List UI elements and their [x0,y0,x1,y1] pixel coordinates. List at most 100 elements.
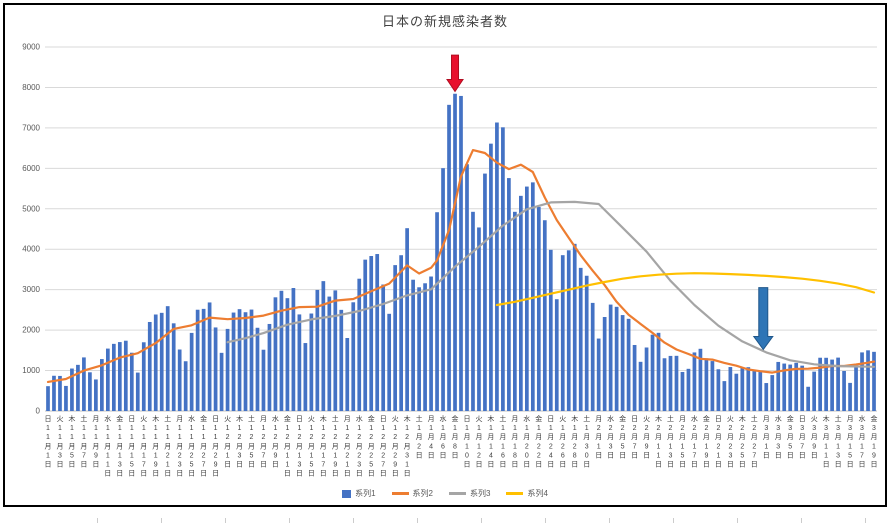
bar [399,255,403,411]
line-series2 [46,149,876,383]
legend-label: 系列4 [527,489,548,498]
bar [626,318,631,411]
bar [632,344,637,411]
legend-item-series4[interactable]: 系列4 [506,488,548,499]
bar [273,297,278,411]
bar [195,309,200,411]
bar [417,287,421,411]
bar [351,302,356,411]
bar [734,373,739,411]
legend-item-series1[interactable]: 系列1 [342,488,376,499]
bar [159,312,164,411]
y-axis-label: 9000 [22,43,40,52]
bar [105,348,110,411]
bar [255,327,260,411]
red-down-arrow[interactable] [446,54,464,93]
bar [249,309,254,411]
bar [303,343,308,411]
legend-item-series2[interactable]: 系列2 [391,488,433,499]
bar [435,212,439,411]
bar [429,276,433,411]
legend-item-series3[interactable]: 系列3 [449,488,490,499]
bar [680,371,685,411]
bar [489,143,493,411]
bar [147,321,152,411]
bar [375,254,380,411]
bar [584,275,589,411]
bar [423,283,427,411]
bar [393,265,398,411]
bar [800,365,805,411]
legend: 系列1 系列2 系列3 系列4 [5,488,885,499]
bar [189,332,194,411]
chart-title: 日本の新規感染者数 [381,14,508,29]
bar [662,358,667,411]
bar [656,332,661,411]
bar [243,312,248,411]
bar [82,357,86,411]
bar [782,363,787,411]
bar [165,306,170,411]
bar [507,178,511,411]
bar [501,127,505,411]
bar [225,328,230,411]
y-axis-label: 1000 [22,366,40,375]
bar [812,371,817,411]
bar [788,364,793,411]
chart-object[interactable]: 日本の新規感染者数 0 1000 2000 3000 4000 5000 6000 7000 8… [3,3,887,507]
cell-gridline-ticks [0,518,891,523]
bar [345,338,350,411]
bar [76,364,80,411]
bar [764,383,769,411]
bar [728,367,733,411]
bar [866,350,870,411]
bar [548,249,553,411]
blue-down-arrow[interactable] [752,287,774,351]
bar [716,369,721,411]
bar [495,122,499,411]
bar [722,381,727,411]
bar [111,343,116,411]
bar [94,379,98,411]
bar [794,362,799,411]
bar [297,314,302,411]
y-axis-label: 4000 [22,245,40,254]
